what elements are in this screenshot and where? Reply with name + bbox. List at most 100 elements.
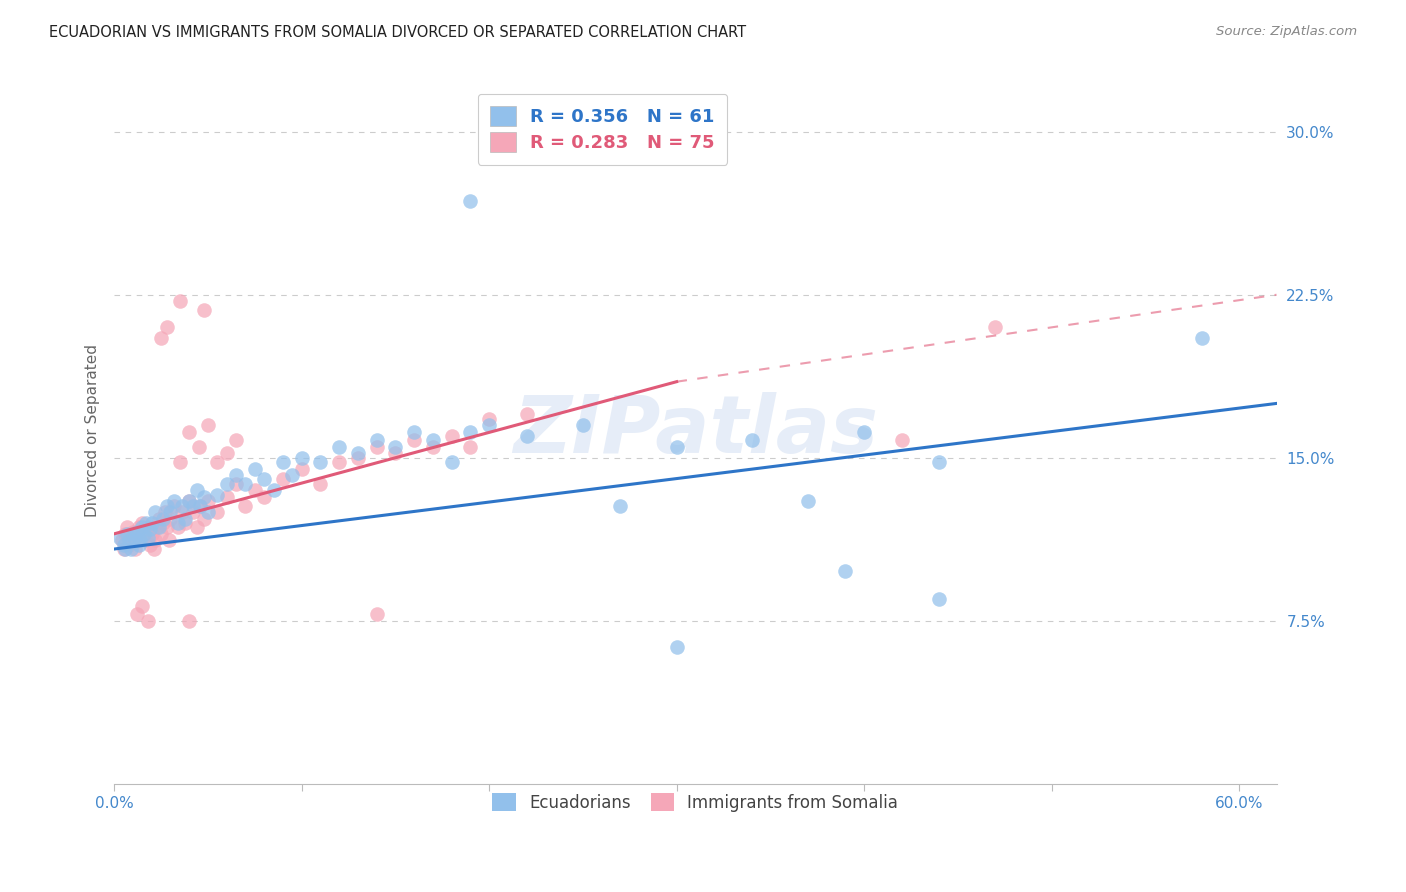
Point [366, 440, 388, 454]
Point [291, 461, 314, 475]
Point [384, 440, 406, 454]
Point [141, 526, 163, 541]
Point [170, 499, 193, 513]
Point [174, 511, 197, 525]
Point [572, 418, 595, 433]
Point [404, 425, 426, 439]
Point [271, 473, 294, 487]
Point [291, 450, 314, 465]
Point [984, 320, 1007, 334]
Point [152, 516, 174, 530]
Point [150, 331, 173, 345]
Point [163, 494, 186, 508]
Point [125, 524, 148, 539]
Legend: Ecuadorians, Immigrants from Somalia: Ecuadorians, Immigrants from Somalia [479, 780, 911, 825]
Point [135, 516, 157, 530]
Point [328, 440, 350, 454]
Text: Source: ZipAtlas.com: Source: ZipAtlas.com [1216, 25, 1357, 38]
Point [131, 516, 153, 530]
Point [122, 524, 145, 539]
Point [190, 499, 212, 513]
Point [125, 607, 148, 622]
Point [112, 542, 135, 557]
Point [215, 446, 238, 460]
Point [159, 505, 181, 519]
Point [114, 542, 136, 557]
Point [146, 520, 169, 534]
Point [516, 407, 538, 421]
Point [197, 494, 219, 508]
Point [460, 194, 482, 209]
Point [235, 499, 257, 513]
Point [207, 505, 229, 519]
Point [167, 516, 190, 530]
Point [890, 434, 912, 448]
Point [186, 520, 208, 534]
Point [156, 320, 179, 334]
Point [156, 520, 179, 534]
Point [440, 455, 463, 469]
Point [120, 542, 142, 557]
Point [665, 440, 688, 454]
Point [118, 533, 141, 548]
Point [478, 418, 501, 433]
Point [179, 494, 201, 508]
Point [181, 499, 204, 513]
Point [384, 446, 406, 460]
Point [148, 520, 170, 534]
Point [139, 523, 162, 537]
Point [128, 520, 150, 534]
Point [853, 425, 876, 439]
Point [152, 511, 174, 525]
Point [263, 483, 285, 498]
Point [478, 411, 501, 425]
Point [347, 446, 370, 460]
Point [197, 505, 219, 519]
Point [159, 511, 181, 525]
Point [422, 434, 444, 448]
Point [134, 526, 156, 541]
Point [139, 538, 162, 552]
Point [797, 494, 820, 508]
Point [193, 490, 215, 504]
Point [253, 490, 276, 504]
Point [1191, 331, 1213, 345]
Point [235, 476, 257, 491]
Point [157, 533, 180, 548]
Point [347, 450, 370, 465]
Point [225, 476, 247, 491]
Point [516, 429, 538, 443]
Point [108, 531, 131, 545]
Point [124, 542, 146, 557]
Point [136, 531, 159, 545]
Point [328, 455, 350, 469]
Point [197, 418, 219, 433]
Text: ZIPatlas: ZIPatlas [513, 392, 877, 469]
Point [243, 461, 266, 475]
Point [281, 468, 304, 483]
Point [118, 538, 141, 552]
Point [309, 455, 332, 469]
Point [225, 468, 247, 483]
Point [111, 533, 134, 548]
Point [225, 434, 247, 448]
Point [422, 440, 444, 454]
Point [122, 526, 145, 541]
Point [145, 533, 167, 548]
Point [148, 511, 170, 525]
Point [193, 303, 215, 318]
Point [440, 429, 463, 443]
Point [170, 505, 193, 519]
Point [215, 476, 238, 491]
Point [207, 455, 229, 469]
Point [928, 455, 950, 469]
Point [253, 473, 276, 487]
Point [117, 520, 139, 534]
Point [181, 505, 204, 519]
Point [665, 640, 688, 654]
Point [366, 607, 388, 622]
Point [163, 499, 186, 513]
Point [125, 526, 148, 541]
Point [134, 526, 156, 541]
Point [135, 533, 157, 548]
